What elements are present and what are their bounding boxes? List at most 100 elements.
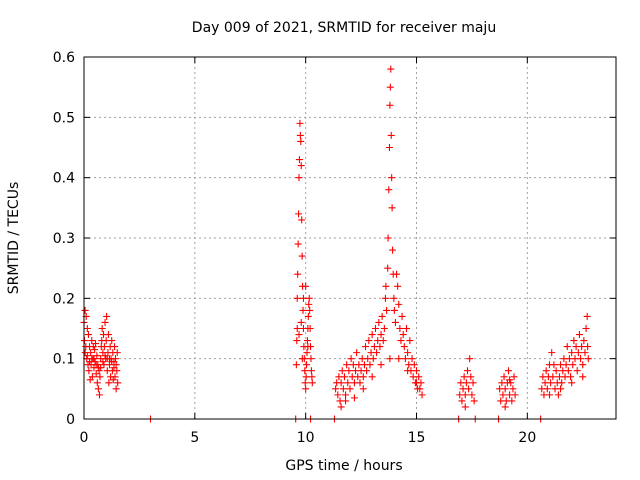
data-point [366, 361, 374, 369]
data-point [462, 379, 470, 387]
data-point [500, 373, 508, 381]
data-point [91, 346, 99, 354]
data-point [295, 156, 303, 164]
data-point [293, 294, 301, 302]
data-point [501, 403, 509, 411]
data-point [368, 331, 376, 339]
data-point [304, 343, 312, 351]
data-point [377, 361, 385, 369]
data-point [458, 397, 466, 405]
data-point [389, 246, 397, 254]
data-point [307, 355, 315, 363]
data-point [406, 337, 414, 345]
data-point [388, 204, 396, 212]
data-point [461, 391, 469, 399]
data-point [362, 343, 370, 351]
data-point [549, 373, 557, 381]
data-point [81, 306, 89, 314]
data-point [365, 337, 373, 345]
data-point [303, 337, 311, 345]
data-point [113, 349, 121, 357]
data-point [303, 349, 311, 357]
data-point [468, 391, 476, 399]
data-point [298, 216, 306, 224]
data-point [97, 364, 105, 372]
data-point [363, 367, 371, 375]
data-point [111, 343, 119, 351]
data-point [466, 355, 474, 363]
data-point [308, 373, 316, 381]
data-point [418, 391, 426, 399]
data-point [506, 376, 514, 384]
data-point [395, 355, 403, 363]
y-tick-label: 0.4 [53, 171, 75, 187]
data-point [342, 397, 350, 405]
data-point [103, 312, 111, 320]
data-point [380, 325, 388, 332]
data-point [84, 331, 92, 339]
data-point [305, 300, 313, 308]
data-point [104, 331, 112, 339]
axis-ticks: 0 0.1 0.2 0.3 0.4 0.5 0.6 0 5 10 15 20 [53, 50, 616, 446]
data-point [340, 373, 348, 381]
data-point [416, 385, 424, 393]
data-point [386, 101, 394, 109]
y-tick-label: 0.3 [53, 231, 75, 247]
data-point [511, 391, 519, 399]
data-point [508, 397, 516, 405]
data-point [346, 385, 354, 393]
data-point [371, 325, 379, 332]
data-point [98, 325, 106, 332]
x-tick-label: 10 [297, 430, 315, 446]
data-point [507, 379, 515, 387]
data-point [95, 367, 103, 375]
data-point [397, 337, 405, 345]
data-point [584, 355, 592, 363]
data-point [339, 385, 347, 393]
data-point [293, 325, 301, 332]
data-point [350, 394, 358, 402]
data-point [105, 379, 113, 387]
data-point [368, 373, 376, 381]
chart-title: Day 009 of 2021, SRMTID for receiver maj… [192, 20, 496, 36]
data-point [109, 376, 117, 384]
data-point [579, 361, 587, 369]
data-point [390, 306, 398, 314]
data-point [297, 318, 305, 326]
data-point [404, 349, 412, 357]
data-point [85, 367, 93, 375]
data-point [401, 355, 409, 363]
data-point [509, 385, 517, 393]
y-axis-label: SRMTID / TECUs [6, 182, 22, 295]
data-point [299, 294, 307, 302]
data-point [378, 312, 386, 320]
data-point [404, 367, 412, 375]
data-point [564, 367, 572, 375]
data-point [569, 361, 577, 369]
data-point [295, 174, 303, 182]
data-point [570, 337, 578, 345]
data-point [575, 331, 583, 339]
data-point [111, 373, 119, 381]
data-point [293, 337, 301, 345]
data-point [294, 240, 302, 248]
data-point [552, 367, 560, 375]
data-point [369, 355, 377, 363]
data-point [581, 349, 589, 357]
data-point [568, 379, 576, 387]
data-point [467, 373, 475, 381]
data-point [543, 385, 551, 393]
data-point [557, 385, 565, 393]
data-point [347, 355, 355, 363]
data-point [111, 355, 119, 363]
data-point [344, 379, 352, 387]
data-point [465, 385, 473, 393]
data-point [337, 379, 345, 387]
data-point [400, 343, 408, 351]
data-point [461, 403, 469, 411]
data-point [579, 373, 587, 381]
data-point [384, 234, 392, 242]
data-point [386, 355, 394, 363]
plot-frame [83, 56, 617, 420]
data-point [298, 252, 306, 260]
